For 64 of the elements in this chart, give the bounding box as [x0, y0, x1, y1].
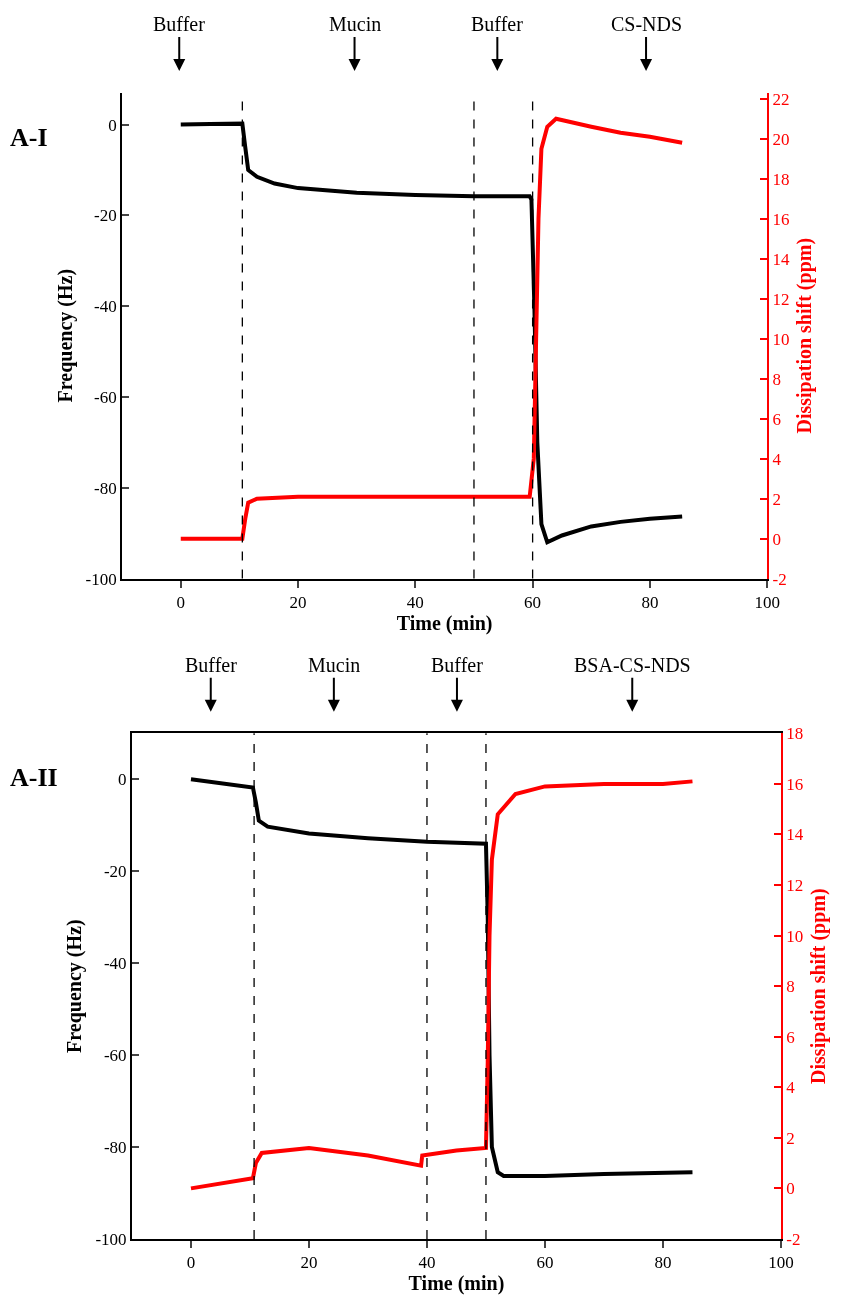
x-tick-label: 100: [768, 1253, 794, 1273]
text: BSA-CS-NDS: [574, 654, 691, 676]
y-tick-label: -20: [94, 206, 117, 226]
y2-tick-label: 10: [786, 926, 804, 946]
x-axis-title: Time (min): [396, 612, 493, 636]
y-tick-label: 0: [108, 115, 117, 135]
y2-tick-label: 2: [772, 489, 782, 509]
x-tick-label: 0: [186, 1253, 196, 1273]
x-tick-label: 80: [654, 1253, 672, 1273]
y2-tick-label: 14: [772, 249, 791, 269]
y-tick-label: -20: [103, 862, 127, 882]
y-tick-label: 0: [118, 770, 127, 790]
y2-tick-label: 6: [772, 409, 782, 429]
y2-tick-label: 12: [772, 289, 790, 309]
text: Mucin: [308, 654, 361, 676]
text: CS-NDS: [611, 13, 683, 35]
y2-tick-label: 0: [772, 529, 782, 549]
x-tick-label: 100: [754, 593, 780, 613]
y2-tick-label: 20: [772, 129, 790, 149]
y2-tick-label: 6: [786, 1027, 795, 1047]
text: Buffer: [185, 654, 238, 676]
x-axis-title: Time (min): [408, 1272, 505, 1296]
y2-axis-title: Dissipation shift (ppm): [806, 888, 830, 1084]
y2-tick-label: 8: [786, 977, 795, 997]
y2-tick-label: 14: [786, 825, 804, 845]
y2-tick-label: 4: [786, 1078, 796, 1098]
text: Mucin: [329, 13, 382, 35]
y2-tick-label: 18: [786, 724, 804, 744]
y-tick-label: -100: [85, 569, 117, 589]
x-tick-label: 80: [641, 593, 659, 613]
text: Buffer: [471, 13, 524, 35]
x-tick-label: 40: [406, 593, 424, 613]
y2-tick-label: 4: [772, 449, 782, 469]
y2-tick-label: 16: [772, 209, 790, 229]
y-axis-title: Frequency (Hz): [53, 268, 77, 403]
y-tick-label: -60: [94, 387, 117, 407]
x-tick-label: 20: [289, 593, 307, 613]
x-tick-label: 20: [300, 1253, 318, 1273]
y-tick-label: -80: [94, 478, 117, 498]
y2-tick-label: -2: [786, 1229, 801, 1249]
y-tick-label: -60: [103, 1046, 127, 1066]
text: A-I: [10, 123, 48, 152]
x-tick-label: 60: [536, 1253, 554, 1273]
x-tick-label: 0: [176, 593, 186, 613]
y2-tick-label: 8: [772, 369, 782, 389]
y2-tick-label: 22: [772, 89, 790, 109]
y2-tick-label: -2: [772, 569, 787, 589]
y2-tick-label: 18: [772, 169, 790, 189]
text: Buffer: [431, 654, 484, 676]
y-tick-label: -100: [95, 1229, 127, 1249]
y2-axis-title: Dissipation shift (ppm): [793, 237, 817, 434]
text: A-II: [10, 763, 58, 792]
y2-tick-label: 2: [786, 1128, 795, 1148]
y-tick-label: -40: [103, 954, 127, 974]
y2-tick-label: 16: [786, 774, 804, 794]
x-tick-label: 40: [418, 1253, 436, 1273]
text: Buffer: [153, 13, 206, 35]
y-tick-label: -80: [103, 1137, 127, 1157]
y-tick-label: -40: [94, 297, 117, 317]
y2-tick-label: 10: [772, 329, 790, 349]
y2-tick-label: 0: [786, 1179, 795, 1199]
x-tick-label: 60: [524, 593, 542, 613]
y-axis-title: Frequency (Hz): [63, 919, 87, 1053]
y2-tick-label: 12: [786, 875, 804, 895]
